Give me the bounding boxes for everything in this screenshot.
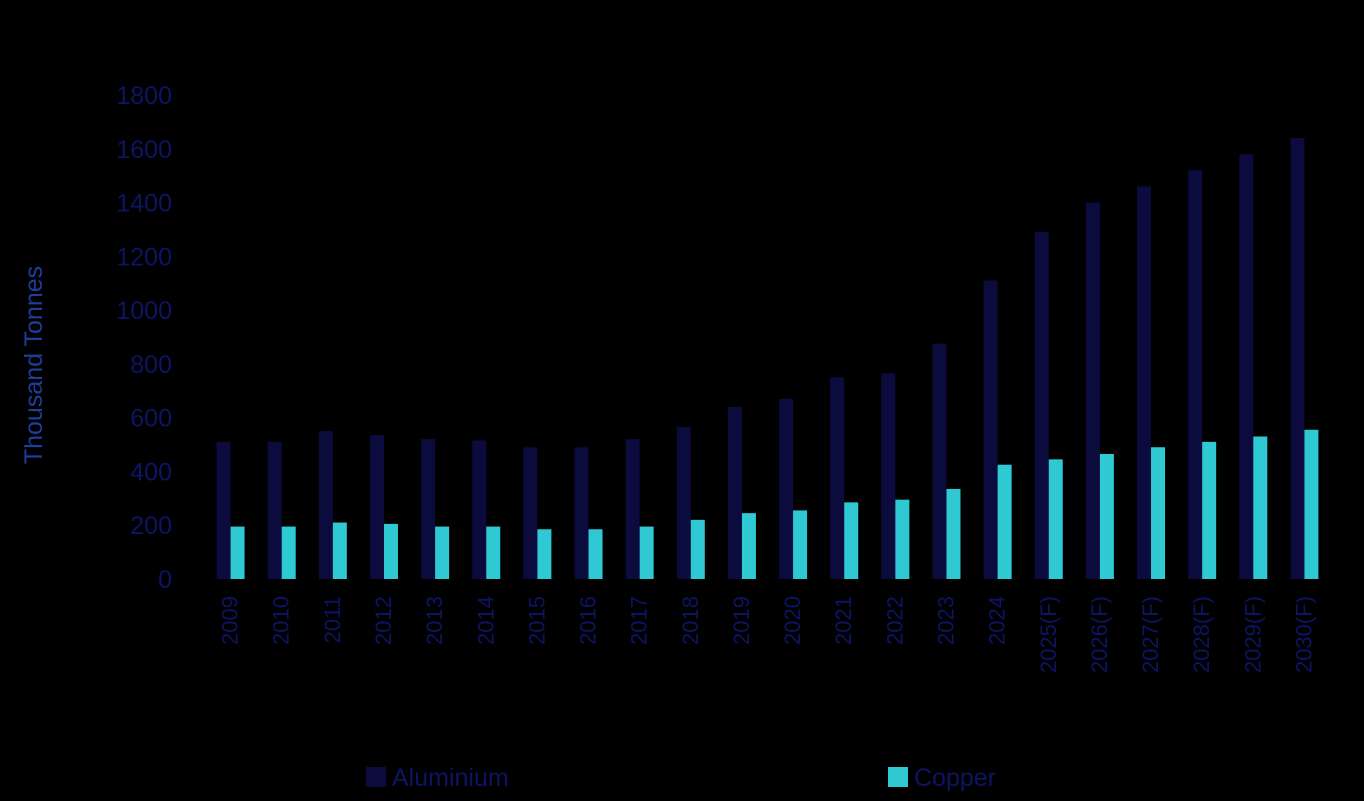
x-tick-label: 2014 xyxy=(473,596,498,645)
x-tick-label: 2025(F) xyxy=(1036,596,1061,673)
y-tick-label: 1400 xyxy=(116,190,172,218)
bar-aluminium-2028f xyxy=(1188,170,1203,580)
y-tick-label: 1000 xyxy=(116,297,172,325)
bar-copper-2029f xyxy=(1253,436,1268,579)
bar-aluminium-2011 xyxy=(318,431,333,579)
legend-label-copper: Copper xyxy=(914,764,996,792)
y-axis-tick-labels: 0 200 400 600 800 1000 1200 1400 1600 1800 xyxy=(116,82,172,594)
bar-aluminium-2012 xyxy=(369,435,384,579)
x-tick-label: 2018 xyxy=(678,596,703,645)
x-tick-label: 2029(F) xyxy=(1240,596,1265,673)
legend-swatch-copper xyxy=(888,767,908,787)
bar-copper-2024 xyxy=(997,464,1012,579)
bar-copper-2030f xyxy=(1304,429,1319,579)
x-axis-category-labels: 2009 2010 2011 2012 2013 2014 2015 2016 2017 2018… xyxy=(218,596,1317,673)
y-tick-label: 1600 xyxy=(116,136,172,164)
bar-copper-2028f xyxy=(1202,441,1217,579)
legend-swatch-aluminium xyxy=(366,767,386,787)
y-tick-label: 0 xyxy=(158,566,172,594)
bar-copper-2027f xyxy=(1151,447,1166,579)
x-tick-label: 2013 xyxy=(422,596,447,645)
bar-aluminium-2016 xyxy=(574,447,589,579)
bar-copper-2011 xyxy=(332,522,347,579)
x-tick-label: 2021 xyxy=(831,596,856,645)
bar-aluminium-2010 xyxy=(267,441,282,579)
x-tick-label: 2027(F) xyxy=(1138,596,1163,673)
bars xyxy=(216,138,1319,580)
bar-aluminium-2030f xyxy=(1290,138,1305,579)
legend-label-aluminium: Aluminium xyxy=(392,764,509,792)
x-tick-label: 2010 xyxy=(269,596,294,645)
bar-copper-2020 xyxy=(793,510,808,579)
x-tick-label: 2028(F) xyxy=(1189,596,1214,673)
bar-aluminium-2024 xyxy=(983,280,998,579)
bar-copper-2010 xyxy=(281,526,296,579)
bar-aluminium-2019 xyxy=(727,406,742,579)
x-tick-label: 2016 xyxy=(576,596,601,645)
bar-aluminium-2013 xyxy=(421,439,436,579)
x-tick-label: 2017 xyxy=(627,596,652,645)
y-tick-label: 400 xyxy=(130,458,172,486)
x-tick-label: 2015 xyxy=(524,596,549,645)
bar-aluminium-2014 xyxy=(472,440,487,579)
x-tick-label: 2019 xyxy=(729,596,754,645)
x-tick-label: 2022 xyxy=(882,596,907,645)
bar-aluminium-2027f xyxy=(1137,186,1152,579)
x-tick-label: 2023 xyxy=(933,596,958,645)
bar-copper-2012 xyxy=(383,523,398,579)
x-tick-label: 2009 xyxy=(218,596,243,645)
bar-aluminium-2026f xyxy=(1085,202,1100,580)
bar-copper-2025f xyxy=(1048,459,1063,579)
bar-aluminium-2017 xyxy=(625,439,640,579)
bar-copper-2018 xyxy=(690,519,705,579)
x-tick-label: 2026(F) xyxy=(1087,596,1112,673)
bar-copper-2013 xyxy=(435,526,450,579)
legend: Aluminium Copper xyxy=(366,764,996,792)
bar-copper-2026f xyxy=(1099,453,1114,579)
bar-aluminium-2015 xyxy=(523,447,538,579)
bar-copper-2016 xyxy=(588,529,603,579)
x-tick-label: 2012 xyxy=(371,596,396,645)
bar-aluminium-2029f xyxy=(1239,154,1254,579)
y-tick-label: 800 xyxy=(130,351,172,379)
y-tick-label: 1200 xyxy=(116,243,172,271)
bar-aluminium-2022 xyxy=(881,373,896,579)
bar-copper-2019 xyxy=(741,513,756,579)
bar-copper-2021 xyxy=(844,502,859,579)
bar-aluminium-2009 xyxy=(216,441,231,579)
bar-aluminium-2018 xyxy=(676,427,691,579)
bar-aluminium-2020 xyxy=(779,398,794,579)
x-tick-label: 2011 xyxy=(320,596,345,643)
x-tick-label: 2020 xyxy=(780,596,805,645)
bar-aluminium-2021 xyxy=(830,377,845,579)
bar-copper-2022 xyxy=(895,499,910,579)
y-axis-title-group: Thousand Tonnes xyxy=(20,266,48,464)
bar-copper-2023 xyxy=(946,488,961,579)
bar-copper-2009 xyxy=(230,526,245,579)
bar-aluminium-2023 xyxy=(932,343,947,579)
y-tick-label: 200 xyxy=(130,512,172,540)
bar-copper-2015 xyxy=(537,529,552,579)
y-tick-label: 600 xyxy=(130,405,172,433)
x-tick-label: 2030(F) xyxy=(1291,596,1316,673)
y-axis-title: Thousand Tonnes xyxy=(20,266,48,464)
bar-aluminium-2025f xyxy=(1034,232,1049,579)
bar-copper-2017 xyxy=(639,526,654,579)
y-tick-label: 1800 xyxy=(116,82,172,110)
bar-copper-2014 xyxy=(486,526,501,579)
x-tick-label: 2024 xyxy=(985,596,1010,645)
